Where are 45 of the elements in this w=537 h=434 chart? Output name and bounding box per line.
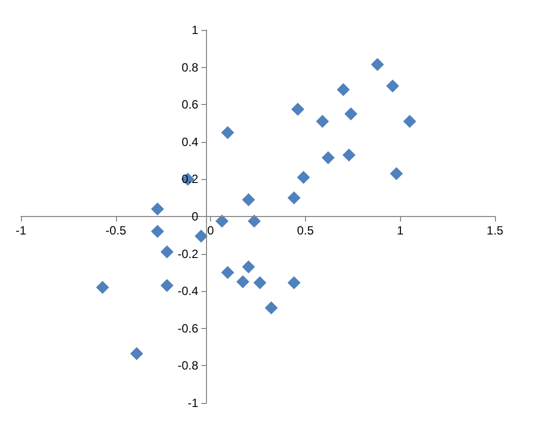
y-tick-label: -1 [188,396,199,410]
y-tick-label: 0 [192,210,199,224]
point [221,266,234,279]
point [390,167,403,180]
point [151,202,164,216]
point [215,214,228,228]
point [288,276,301,290]
point [297,170,310,184]
y-tick-label: 0.8 [182,60,199,74]
point [221,126,234,140]
y-tick-label: 0.6 [182,98,199,112]
point [264,301,278,314]
point [160,245,174,258]
point [248,214,261,228]
point [370,58,384,72]
y-tick-label: -0.2 [178,246,199,261]
point [253,276,266,290]
x-tick-label: 0.5 [297,224,314,238]
point [130,347,144,360]
point [194,230,208,243]
point [96,280,110,294]
point [242,260,256,274]
point [236,275,250,288]
point [242,193,256,206]
x-tick-label: -0.5 [105,224,126,238]
point [344,107,358,120]
point [288,191,301,204]
x-tick-label: 1 [396,224,404,238]
point [316,114,329,128]
point [336,83,350,96]
y-tick-label: -0.6 [178,321,199,336]
y-tick-label: -0.4 [178,284,199,298]
point [322,151,335,164]
y-tick-label: 1 [192,23,199,37]
point [160,279,174,292]
x-tick-label: 1.5 [486,224,504,238]
point [151,224,164,238]
point [291,102,304,116]
point [386,79,400,92]
x-tick-label: -1 [16,224,27,238]
point [342,148,356,162]
y-tick-label: -0.8 [178,358,199,373]
y-tick-label: 0.4 [182,134,199,149]
x-tick-label: 0 [207,224,214,238]
point [403,114,416,128]
